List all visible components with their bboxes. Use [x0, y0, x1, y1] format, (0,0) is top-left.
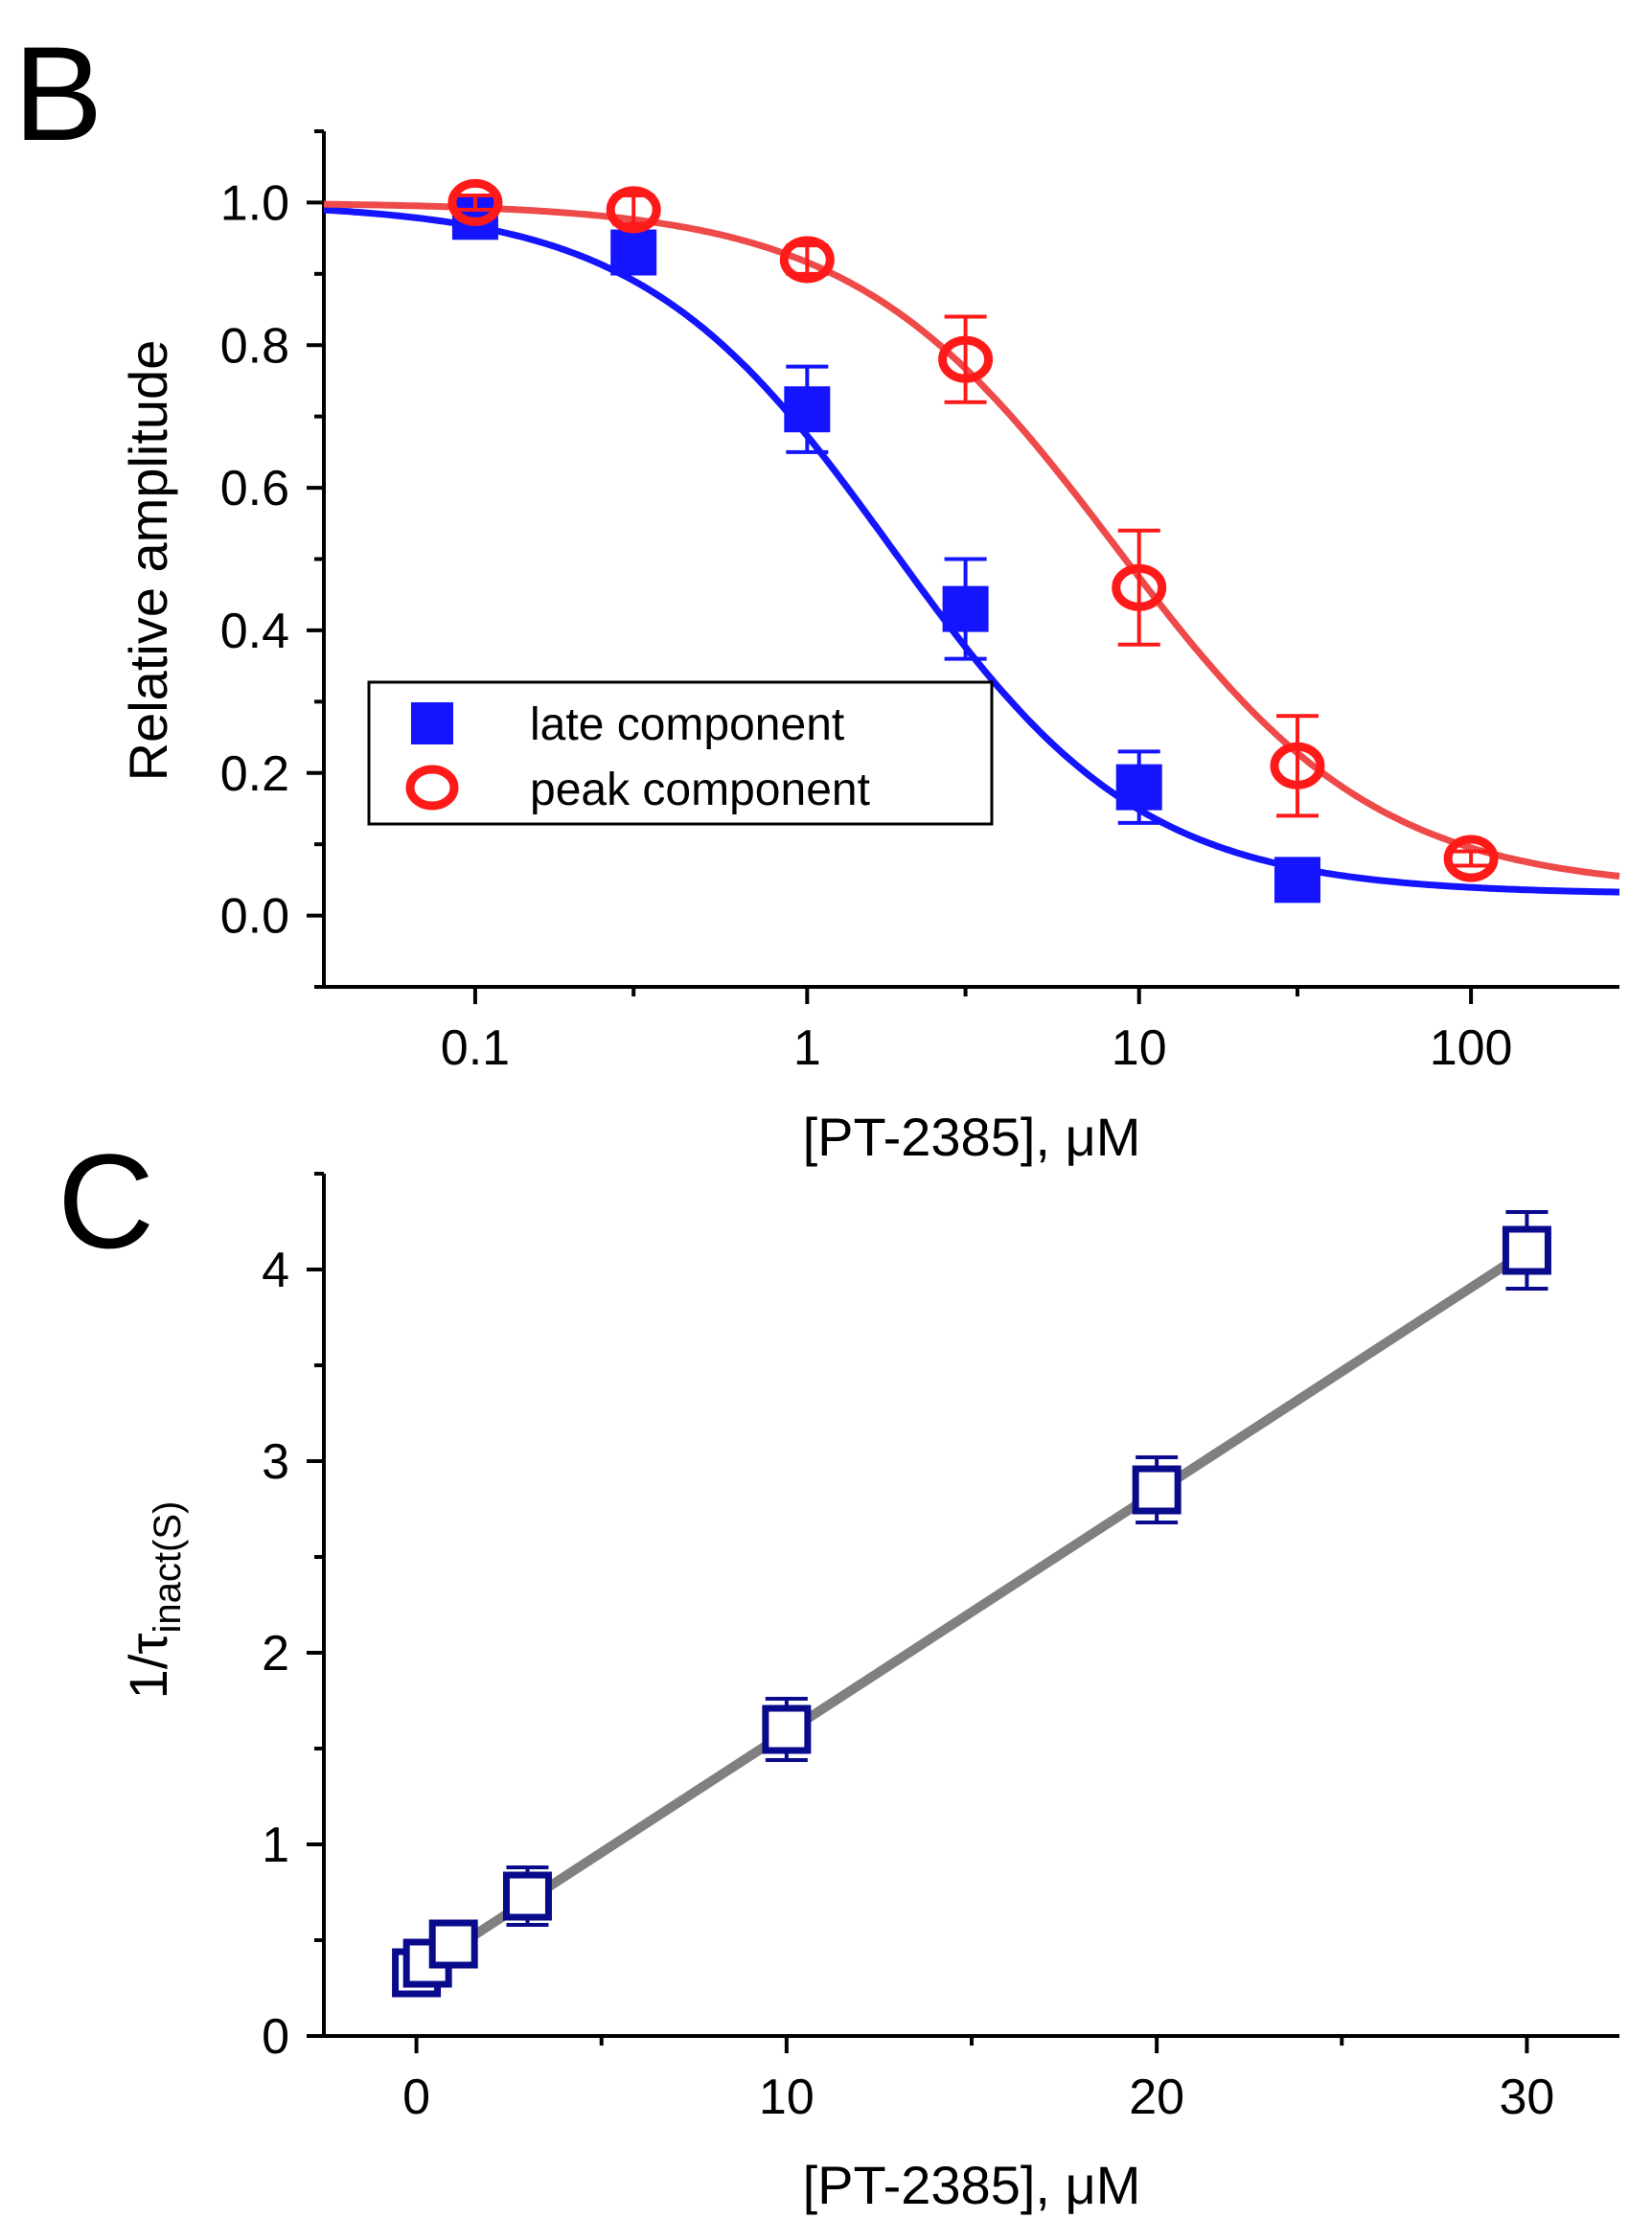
panel-b-legend: late component peak component [367, 680, 994, 826]
b-y-tick-label: 0.2 [220, 746, 289, 802]
late-component-point [784, 364, 831, 454]
inact-rate-point [1502, 1210, 1551, 1291]
b-y-tick-label: 0.6 [220, 461, 289, 516]
open-square-marker [502, 1871, 552, 1921]
b-x-tick-label: 100 [1430, 1020, 1513, 1076]
c-y-tick-label: 2 [262, 1626, 289, 1681]
panel-b: B 0.1 1 10 100 0.0 0.2 0.4 0.6 0.8 1.0 [PT-2385],… [13, 18, 1620, 1167]
panel-c-y-label: 1/τinact(S) [118, 1501, 189, 1700]
open-circle-marker [1270, 742, 1325, 789]
filled-square-marker [1273, 857, 1320, 904]
peak-component-point [1443, 835, 1499, 882]
open-circle-marker [1443, 835, 1499, 882]
filled-square-marker [610, 229, 657, 276]
b-x-tick-label: 1 [793, 1020, 821, 1076]
peak-component-point [1112, 528, 1167, 647]
b-y-tick-label: 0.0 [220, 889, 289, 945]
filled-square-marker [942, 585, 989, 632]
legend-box [367, 680, 994, 826]
peak-component-point [447, 178, 503, 226]
panel-c-data-marks [392, 1210, 1551, 1998]
c-x-tick-label: 20 [1129, 2070, 1184, 2125]
b-fit-curve-late [323, 206, 1620, 896]
open-square-marker [1502, 1225, 1551, 1275]
open-circle-marker [447, 178, 503, 226]
open-circle-marker [938, 335, 994, 383]
peak-component-point [779, 236, 835, 284]
open-circle-marker [606, 186, 661, 234]
open-square-marker [1132, 1465, 1182, 1515]
b-y-tick-label: 0.4 [220, 604, 289, 659]
open-square-marker [428, 1919, 478, 1969]
c-y-tick-label: 3 [262, 1434, 289, 1490]
b-x-tick-label: 10 [1112, 1020, 1167, 1076]
late-component-point [1115, 749, 1162, 825]
late-component-point [610, 229, 657, 276]
panel-b-y-label: Relative amplitude [118, 340, 178, 782]
panel-c-y-label-sub: inact(S) [147, 1501, 189, 1634]
legend-peak-marker [405, 765, 459, 811]
late-component-point [942, 557, 989, 661]
b-y-tick-label: 1.0 [220, 175, 289, 231]
panel-c-ticks: 0 10 20 30 0 1 2 3 4 [262, 1172, 1555, 2125]
panel-b-x-label: [PT-2385], μM [803, 1107, 1141, 1167]
inact-rate-point [502, 1865, 552, 1927]
open-circle-marker [1112, 563, 1167, 611]
peak-component-point [1270, 714, 1325, 818]
c-y-tick-label: 1 [262, 1818, 289, 1873]
panel-b-ticks: 0.1 1 10 100 0.0 0.2 0.4 0.6 0.8 1.0 [220, 129, 1513, 1076]
open-circle-marker [779, 236, 835, 284]
panel-c-y-label-main: 1/τ [118, 1633, 178, 1699]
c-x-tick-label: 10 [759, 2070, 815, 2125]
c-linear-fit-line [413, 1247, 1530, 1978]
b-x-tick-label: 0.1 [441, 1020, 510, 1076]
legend-peak-label: peak component [530, 765, 870, 815]
inact-rate-point [1132, 1455, 1182, 1524]
filled-square-marker [784, 386, 831, 433]
filled-square-marker [1115, 764, 1162, 811]
legend-late-label: late component [530, 699, 844, 750]
panel-c-fit-line [413, 1247, 1530, 1978]
panel-c-label: C [57, 1126, 154, 1276]
b-y-tick-label: 0.8 [220, 318, 289, 374]
panel-c-x-label: [PT-2385], μM [803, 2155, 1141, 2215]
late-component-point [1273, 857, 1320, 904]
panel-b-label: B [13, 18, 103, 169]
c-x-tick-label: 30 [1500, 2070, 1555, 2125]
panel-b-data-marks [447, 178, 1499, 904]
peak-component-point [606, 186, 661, 234]
legend-late-marker [411, 702, 453, 744]
c-x-tick-label: 0 [402, 2070, 430, 2125]
c-y-tick-label: 0 [262, 2009, 289, 2065]
c-y-tick-label: 4 [262, 1243, 289, 1298]
panel-c: C 0 10 20 30 0 1 2 3 4 [PT-2385], μM 1/τinact(S) [57, 1126, 1619, 2215]
open-square-marker [762, 1704, 812, 1754]
inact-rate-point [428, 1919, 478, 1969]
inact-rate-point [762, 1697, 812, 1762]
peak-component-point [938, 314, 994, 404]
